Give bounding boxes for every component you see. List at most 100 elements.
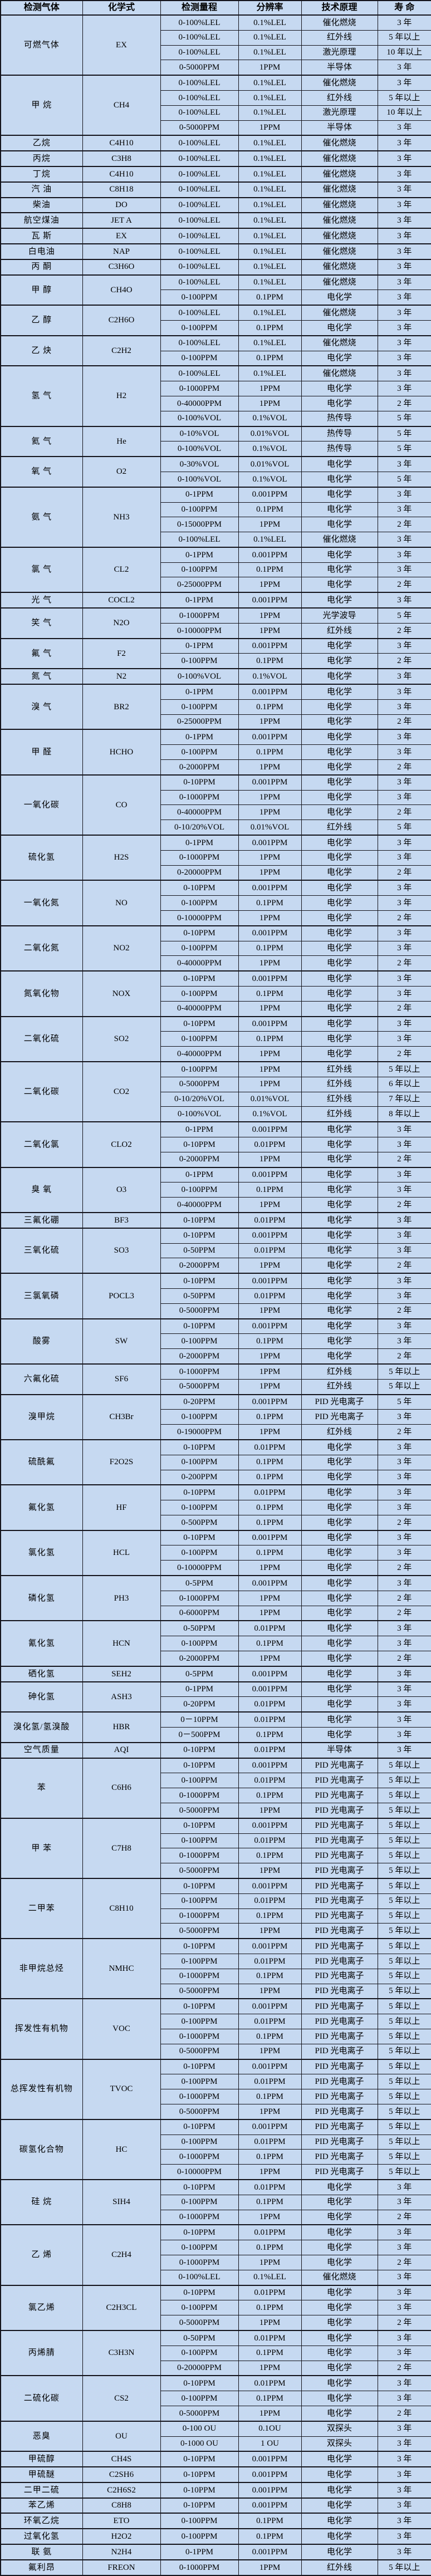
lifetime-cell: 5 年以上 bbox=[377, 1061, 431, 1077]
table-row: 0-25000PPM 1PPM 电化学 2 年 bbox=[1, 714, 431, 730]
range-cell: 0-100PPM bbox=[160, 350, 239, 366]
principle-cell: 催化燃烧 bbox=[301, 258, 378, 276]
resolution-cell: 0.1PPM bbox=[238, 699, 302, 715]
range-cell: 0-100PPM bbox=[160, 290, 239, 306]
lifetime-cell: 7 年以上 bbox=[377, 1091, 431, 1107]
formula-cell: CL2 bbox=[82, 546, 161, 593]
range-cell: 0-100PPM bbox=[160, 940, 239, 956]
principle-cell: 电化学 bbox=[301, 1454, 378, 1470]
table-row: 0-1000PPM 0.1PPM PID 光电离子 5 年以上 bbox=[1, 2028, 431, 2044]
formula-cell: C2H6O bbox=[82, 305, 161, 336]
lifetime-cell: 3 年 bbox=[377, 381, 431, 396]
lifetime-cell: 2 年 bbox=[377, 2209, 431, 2225]
formula-cell: CH4 bbox=[82, 75, 161, 136]
principle-cell: 电化学 bbox=[301, 1151, 378, 1168]
gas-name-cell: 乙 炔 bbox=[0, 335, 83, 366]
gas-name-cell: 硫酰氟 bbox=[0, 1439, 83, 1485]
resolution-cell: 0.1%LEL bbox=[238, 228, 302, 244]
formula-cell: N2H4 bbox=[82, 2544, 161, 2560]
lifetime-cell: 3 年 bbox=[377, 546, 431, 563]
resolution-cell: 0.001PPM bbox=[238, 2481, 302, 2499]
table-row: 0-100PPM 0.1PPM 电化学 3 年 bbox=[1, 744, 431, 760]
table-row: 0-5000PPM 1PPM 电化学 2 年 bbox=[1, 2405, 431, 2422]
range-cell: 0-100PPM bbox=[160, 1182, 239, 1198]
resolution-cell: 0.01PPM bbox=[238, 2134, 302, 2150]
gas-name-cell: 氯 气 bbox=[0, 546, 83, 593]
gas-name-cell: 六氟化硫 bbox=[0, 1363, 83, 1395]
lifetime-cell: 3 年 bbox=[377, 1273, 431, 1289]
resolution-cell: 1PPM bbox=[238, 60, 302, 76]
table-row: 三氯氧磷 POCL3 0-10PPM 0.001PPM 电化学 3 年 bbox=[0, 1273, 431, 1319]
gas-name-cell: 甲 醛 bbox=[0, 729, 83, 776]
principle-cell: 电化学 bbox=[301, 320, 378, 336]
resolution-cell: 1PPM bbox=[238, 1803, 302, 1819]
range-cell: 0-50PPM bbox=[160, 1243, 239, 1259]
formula-cell: CH4S bbox=[82, 2451, 161, 2467]
principle-cell: PID 光电离子 bbox=[301, 1998, 378, 2015]
lifetime-cell: 3 年 bbox=[377, 744, 431, 760]
resolution-cell: 1PPM bbox=[238, 850, 302, 866]
principle-cell: PID 光电离子 bbox=[301, 1817, 378, 1834]
range-cell: 0-100PPM bbox=[160, 2134, 239, 2150]
principle-cell: 电化学 bbox=[301, 2315, 378, 2331]
principle-cell: PID 光电离子 bbox=[301, 1938, 378, 1955]
gas-name-cell: 笑 气 bbox=[0, 607, 83, 639]
formula-cell: C8H8 bbox=[82, 2497, 161, 2514]
table-row: 0-5000PPM 1PPM PID 光电离子 5 年以上 bbox=[1, 1863, 431, 1879]
principle-cell: 电化学 bbox=[301, 1348, 378, 1365]
table-row: 0-1000PPM 1PPM 电化学 2 年 bbox=[1, 2254, 431, 2270]
resolution-cell: 0.001PPM bbox=[238, 2451, 302, 2467]
formula-cell: OU bbox=[82, 2420, 161, 2452]
resolution-cell: 0.001PPM bbox=[238, 684, 302, 700]
table-row: 三氧化硫 SO3 0-10PPM 0.001PPM 电化学 3 年 bbox=[0, 1227, 431, 1274]
resolution-cell: 0.01PPM bbox=[238, 2329, 302, 2346]
range-cell: 0-5000PPM bbox=[160, 120, 239, 136]
range-cell: 0-10000PPM bbox=[160, 2164, 239, 2180]
table-row: 0-100PPM 0.1PPM 电化学 3 年 bbox=[1, 2345, 431, 2361]
lifetime-cell: 8 年以上 bbox=[377, 1106, 431, 1122]
table-row: 0-200PPM 0.1PPM 电化学 3 年 bbox=[1, 1469, 431, 1485]
lifetime-cell: 5 年以上 bbox=[377, 1938, 431, 1955]
lifetime-cell: 2 年 bbox=[377, 1514, 431, 1531]
range-cell: 0-100PPM bbox=[160, 1031, 239, 1047]
principle-cell: 热传导 bbox=[301, 425, 378, 442]
range-cell: 0-100PPM bbox=[160, 2345, 239, 2361]
gas-name-cell: 溴 气 bbox=[0, 684, 83, 730]
principle-cell: PID 光电离子 bbox=[301, 1908, 378, 1924]
principle-cell: 电化学 bbox=[301, 1318, 378, 1334]
table-row: 三氟化硼 BF3 0-10PPM 0.01PPM 电化学 3 年 bbox=[0, 1211, 431, 1229]
table-row: 氯乙烯 C2H3CL 0-10PPM 0.01PPM 电化学 3 年 bbox=[0, 2284, 431, 2331]
formula-cell: SEH2 bbox=[82, 1665, 161, 1682]
range-cell: 0-5000PPM bbox=[160, 2043, 239, 2060]
lifetime-cell: 5 年 bbox=[377, 425, 431, 442]
table-row: 氟 气 F2 0-1PPM 0.001PPM 电化学 3 年 bbox=[0, 637, 431, 669]
table-row: 0-100PPM 0.1PPM 电化学 3 年 bbox=[1, 1031, 431, 1047]
lifetime-cell: 2 年 bbox=[377, 517, 431, 533]
range-cell: 0-100%LEL bbox=[160, 243, 239, 260]
lifetime-cell: 5 年以上 bbox=[377, 2118, 431, 2135]
range-cell: 0-100PPM bbox=[160, 1545, 239, 1561]
lifetime-cell: 3 年 bbox=[377, 2436, 431, 2452]
resolution-cell: 1PPM bbox=[238, 1983, 302, 1999]
range-cell: 0-100PPM bbox=[160, 2300, 239, 2316]
table-row: 0-100PPM 0.1PPM 电化学 3 年 bbox=[1, 2391, 431, 2406]
lifetime-cell: 3 年 bbox=[377, 1696, 431, 1713]
lifetime-cell: 5 年以上 bbox=[377, 1983, 431, 1999]
range-cell: 0-1000PPM bbox=[160, 381, 239, 396]
resolution-cell: 1PPM bbox=[238, 607, 302, 624]
table-row: 0-5000PPM 1PPM PID 光电离子 5 年以上 bbox=[1, 1983, 431, 1999]
resolution-cell: 0.01PPM bbox=[238, 1136, 302, 1152]
lifetime-cell: 3 年 bbox=[377, 1469, 431, 1485]
principle-cell: 电化学 bbox=[301, 684, 378, 700]
gas-name-cell: 丙烯腈 bbox=[0, 2329, 83, 2376]
range-cell: 0-1000PPM bbox=[160, 1788, 239, 1804]
principle-cell: 电化学 bbox=[301, 637, 378, 654]
principle-cell: 催化燃烧 bbox=[301, 532, 378, 548]
resolution-cell: 0.1%LEL bbox=[238, 14, 302, 31]
lifetime-cell: 3 年 bbox=[377, 1031, 431, 1047]
table-row: 0-1000PPM 1PPM 电化学 2 年 bbox=[1, 2209, 431, 2225]
principle-cell: 电化学 bbox=[301, 1696, 378, 1713]
resolution-cell: 0.1PPM bbox=[238, 2028, 302, 2044]
resolution-cell: 1PPM bbox=[238, 865, 302, 881]
lifetime-cell: 5 年以上 bbox=[377, 2074, 431, 2090]
